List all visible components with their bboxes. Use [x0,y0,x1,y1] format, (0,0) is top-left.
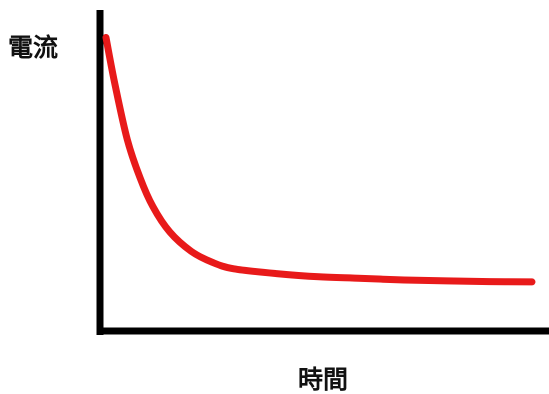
plot-area [96,10,549,335]
x-axis-label: 時間 [298,365,348,394]
y-axis-label: 電流 [8,33,58,62]
series-line-0 [102,34,536,286]
